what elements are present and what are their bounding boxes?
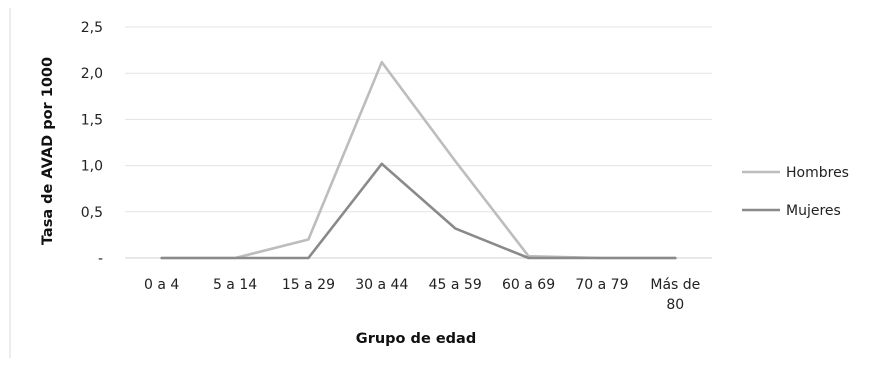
y-tick-label: 1,0 xyxy=(81,159,103,175)
series-lines xyxy=(160,60,677,260)
gridlines xyxy=(125,26,712,259)
y-tick-label: 1,5 xyxy=(81,112,103,128)
x-tick-label-line: 70 a 79 xyxy=(575,277,628,293)
x-tick-label-line: Más de xyxy=(650,277,700,293)
x-tick-label-line: 15 a 29 xyxy=(282,277,335,293)
legend: Hombres Mujeres xyxy=(742,165,849,219)
x-tick-label-line: 30 a 44 xyxy=(355,277,408,293)
x-tick-label-line: 80 xyxy=(666,297,684,313)
x-tick-label-line: 45 a 59 xyxy=(429,277,482,293)
series-line-hombres xyxy=(160,60,677,260)
x-tick-label: 45 a 59 xyxy=(429,277,482,293)
y-axis-ticks: - 0,5 1,0 1,5 2,0 2,5 xyxy=(81,20,103,267)
x-tick-label: 60 a 69 xyxy=(502,277,555,293)
x-axis-title: Grupo de edad xyxy=(356,331,476,347)
x-axis-ticks: 0 a 4 5 a 14 15 a 29 30 a 44 45 a 59 60 a 69 7… xyxy=(144,277,700,313)
y-tick-label: 2,5 xyxy=(81,20,103,36)
x-tick-label: 30 a 44 xyxy=(355,277,408,293)
y-tick-label: 0,5 xyxy=(81,205,103,221)
y-tick-label: - xyxy=(98,251,103,267)
x-tick-label: 70 a 79 xyxy=(575,277,628,293)
x-tick-label: 5 a 14 xyxy=(213,277,257,293)
x-tick-label-line: 60 a 69 xyxy=(502,277,555,293)
x-tick-label: Más de 80 xyxy=(650,277,700,313)
legend-label-mujeres: Mujeres xyxy=(786,203,841,219)
legend-label-hombres: Hombres xyxy=(786,165,849,181)
x-tick-label: 15 a 29 xyxy=(282,277,335,293)
x-tick-label-line: 0 a 4 xyxy=(144,277,179,293)
x-tick-label-line: 5 a 14 xyxy=(213,277,257,293)
series-line-mujeres xyxy=(160,162,677,260)
x-tick-label: 0 a 4 xyxy=(144,277,179,293)
y-axis-title: Tasa de AVAD por 1000 xyxy=(40,57,56,245)
y-tick-label: 2,0 xyxy=(81,66,103,82)
